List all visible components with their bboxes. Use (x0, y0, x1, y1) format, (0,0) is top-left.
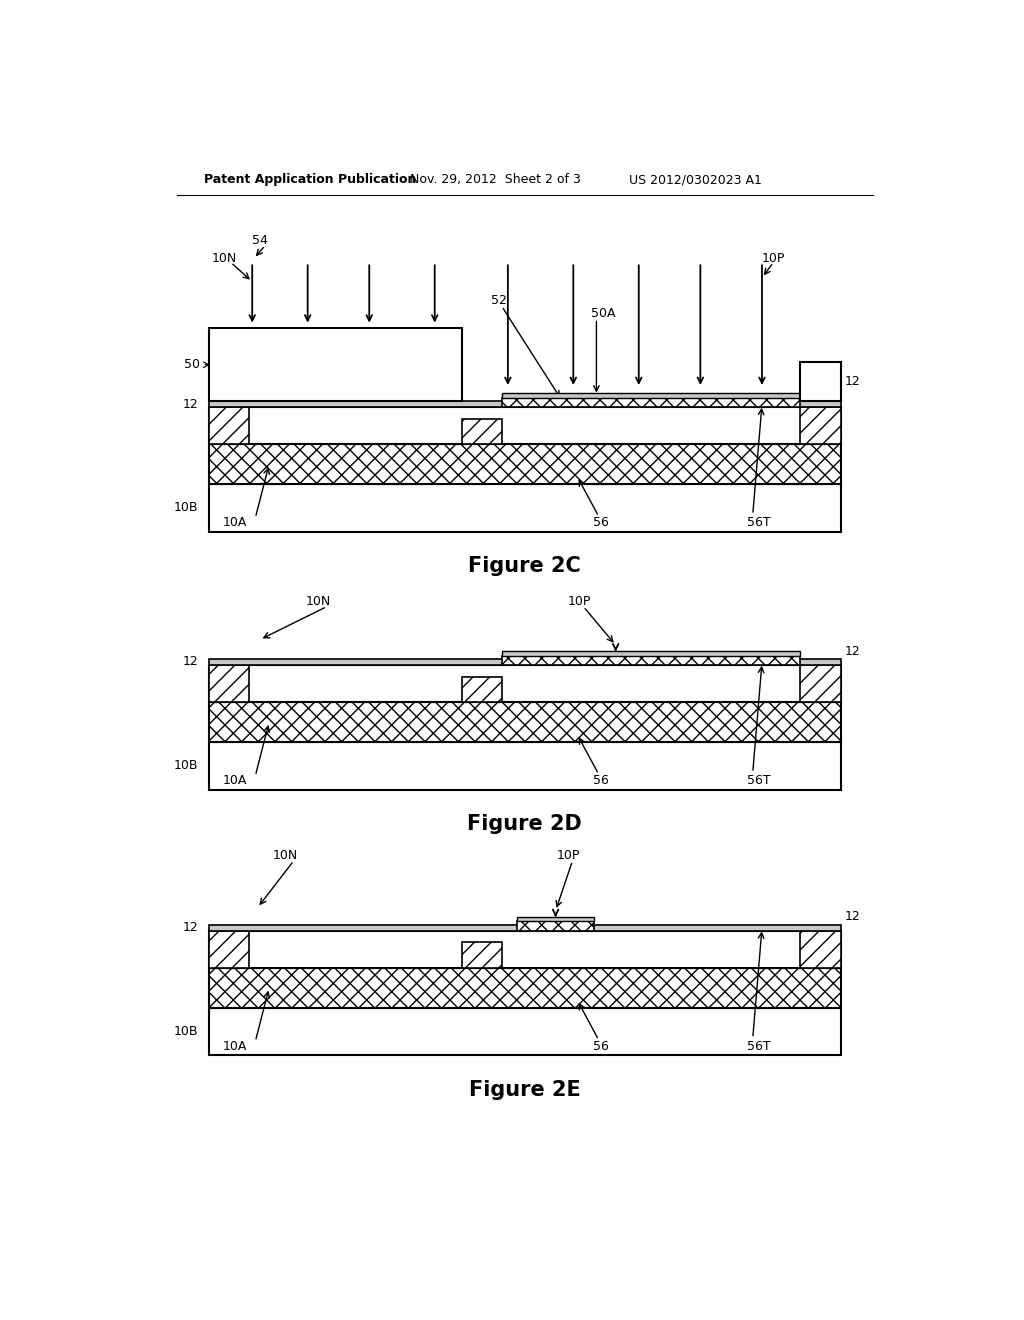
Bar (462, 942, 502, 968)
Text: 10B: 10B (174, 759, 199, 772)
Text: 56: 56 (593, 1040, 608, 1053)
Text: 54: 54 (252, 234, 268, 247)
Bar (502, 393, 801, 397)
Bar (209, 968, 841, 1007)
Text: 10B: 10B (174, 502, 199, 515)
Text: 56T: 56T (746, 516, 770, 529)
Bar (209, 401, 841, 407)
Bar (517, 921, 594, 931)
Text: 10N: 10N (273, 849, 298, 862)
Text: 12: 12 (845, 375, 860, 388)
Text: 10A: 10A (223, 774, 248, 787)
Text: 56T: 56T (746, 1040, 770, 1053)
Bar (801, 363, 841, 401)
Text: 12: 12 (182, 397, 199, 411)
Text: 10P: 10P (762, 252, 785, 265)
Text: 50A: 50A (591, 308, 615, 321)
Text: 12: 12 (845, 911, 860, 924)
Text: Figure 2E: Figure 2E (469, 1080, 581, 1100)
Text: 12: 12 (182, 656, 199, 668)
Bar (209, 407, 249, 444)
Bar (209, 665, 841, 702)
Bar (209, 931, 249, 968)
Bar (801, 931, 841, 968)
Text: US 2012/0302023 A1: US 2012/0302023 A1 (629, 173, 762, 186)
Bar (502, 397, 801, 407)
Bar (209, 327, 462, 401)
Text: 10B: 10B (174, 1026, 199, 1038)
Text: 10A: 10A (223, 1040, 248, 1053)
Bar (517, 917, 594, 921)
Bar (502, 656, 801, 665)
Bar (209, 659, 841, 665)
Bar (209, 484, 841, 532)
Text: 56: 56 (593, 774, 608, 787)
Bar (209, 702, 841, 742)
Bar (462, 418, 502, 444)
Bar (462, 677, 502, 702)
Bar (209, 742, 841, 789)
Bar (209, 407, 841, 444)
Text: Nov. 29, 2012  Sheet 2 of 3: Nov. 29, 2012 Sheet 2 of 3 (410, 173, 581, 186)
Text: Figure 2C: Figure 2C (468, 557, 582, 577)
Bar (502, 651, 801, 656)
Bar (209, 665, 249, 702)
Text: 12: 12 (845, 644, 860, 657)
Text: Figure 2D: Figure 2D (467, 814, 583, 834)
Text: 12: 12 (182, 921, 199, 935)
Bar (209, 931, 841, 968)
Text: 56T: 56T (746, 774, 770, 787)
Text: Patent Application Publication: Patent Application Publication (204, 173, 416, 186)
Text: 10N: 10N (211, 252, 237, 265)
Bar (801, 407, 841, 444)
Text: 56: 56 (593, 516, 608, 529)
Text: 52: 52 (490, 294, 507, 308)
Bar (801, 665, 841, 702)
Text: 10N: 10N (306, 594, 332, 607)
Bar (209, 924, 841, 931)
Bar (209, 1007, 841, 1056)
Text: 50: 50 (184, 358, 200, 371)
Text: 10P: 10P (557, 849, 581, 862)
Bar (209, 444, 841, 484)
Text: 10P: 10P (568, 594, 591, 607)
Text: 10A: 10A (223, 516, 248, 529)
